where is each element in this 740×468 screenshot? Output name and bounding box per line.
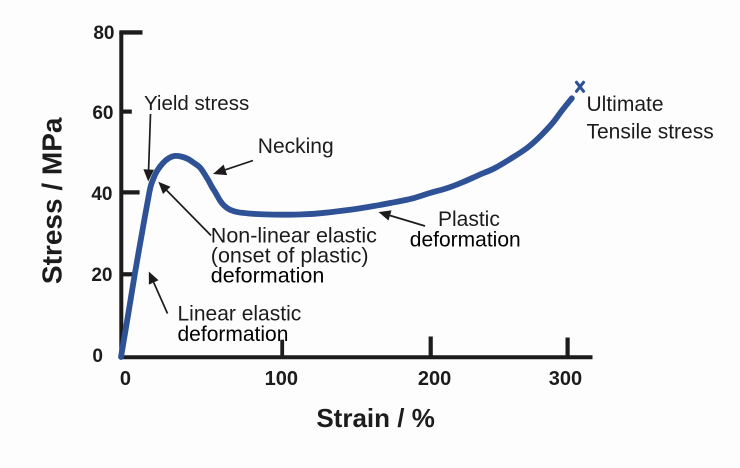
svg-text:Non-linear elastic: Non-linear elastic xyxy=(211,224,377,248)
svg-text:Ultimate: Ultimate xyxy=(587,93,664,116)
svg-text:Linear elastic: Linear elastic xyxy=(178,303,302,326)
svg-text:Strain / %: Strain / % xyxy=(316,403,434,433)
svg-text:deformation: deformation xyxy=(178,323,289,346)
svg-text:200: 200 xyxy=(418,368,451,390)
svg-text:Yield stress: Yield stress xyxy=(144,92,249,115)
svg-text:Plastic: Plastic xyxy=(438,208,500,231)
svg-text:Tensile stress: Tensile stress xyxy=(587,121,714,144)
svg-text:(onset of plastic): (onset of plastic) xyxy=(211,244,369,268)
svg-text:20: 20 xyxy=(91,265,112,286)
svg-text:40: 40 xyxy=(91,184,112,205)
svg-text:deformation: deformation xyxy=(211,263,325,287)
svg-text:60: 60 xyxy=(92,103,113,124)
svg-text:deformation: deformation xyxy=(410,228,521,251)
svg-text:100: 100 xyxy=(265,368,298,390)
svg-text:80: 80 xyxy=(93,23,114,44)
svg-text:Stress / MPa: Stress / MPa xyxy=(37,117,68,284)
svg-text:0: 0 xyxy=(92,346,103,367)
svg-text:300: 300 xyxy=(549,368,582,390)
svg-text:0: 0 xyxy=(120,368,131,390)
svg-text:Necking: Necking xyxy=(258,135,334,158)
